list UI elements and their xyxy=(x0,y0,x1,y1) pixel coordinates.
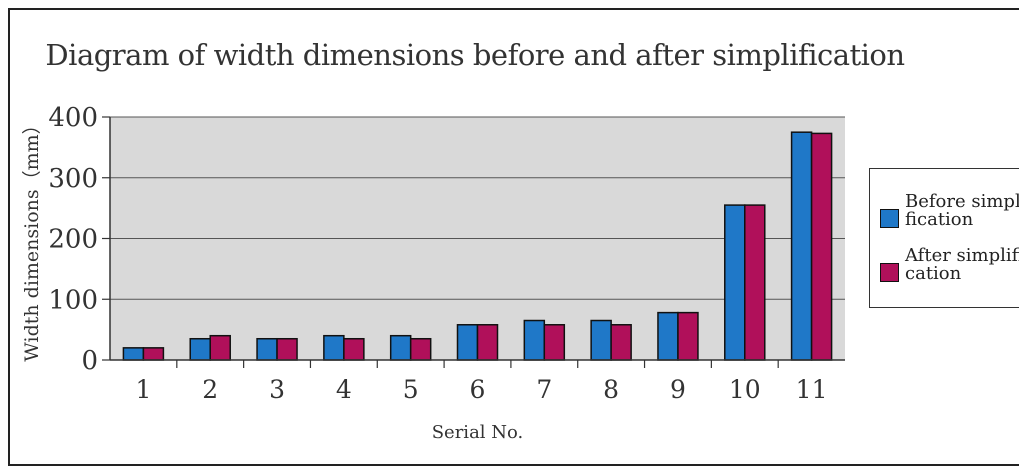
legend-label-before: Before simpli- fication xyxy=(905,193,1019,229)
bar-after xyxy=(276,337,298,361)
legend: Before simpli- fication After simplifi- … xyxy=(869,168,1019,308)
bar-after xyxy=(677,311,699,361)
x-tick-label: 3 xyxy=(269,375,285,404)
y-tick-labels: 0 100 200 300 400 xyxy=(48,103,98,376)
x-tick-label: 10 xyxy=(729,375,761,404)
legend-swatch-before xyxy=(880,209,899,228)
gridlines xyxy=(102,116,845,361)
bars xyxy=(122,131,833,361)
legend-swatch-after xyxy=(880,263,899,282)
y-tick-label: 300 xyxy=(48,164,98,194)
x-tick-label: 8 xyxy=(603,375,619,404)
x-tick-label: 7 xyxy=(536,375,552,404)
bar-after xyxy=(543,324,566,361)
y-tick-label: 200 xyxy=(48,225,98,255)
bar-after xyxy=(476,324,499,361)
bar-before xyxy=(724,204,746,361)
bar-before xyxy=(122,347,145,361)
x-tick-label: 5 xyxy=(403,375,419,404)
y-axis-label: Width dimensions（mm） xyxy=(21,115,43,361)
y-tick-label: 100 xyxy=(48,285,98,315)
legend-label-after-line1: After simplifi- xyxy=(905,245,1019,266)
x-tick-label: 11 xyxy=(796,375,828,404)
bar-after xyxy=(209,334,231,361)
x-axis-label: Serial No. xyxy=(432,422,524,443)
legend-item-before: Before simpli- fication xyxy=(880,193,1019,229)
legend-label-after-line2: cation xyxy=(905,263,962,284)
bar-after xyxy=(142,347,165,361)
chart-title: Diagram of width dimensions before and a… xyxy=(45,38,905,72)
y-tick-label: 0 xyxy=(81,346,98,376)
x-tick-labels: 1 2 3 4 5 6 7 8 9 10 11 xyxy=(135,375,827,404)
axes xyxy=(109,117,845,368)
bar-before xyxy=(389,334,412,361)
bar-before xyxy=(323,334,345,361)
bar-before xyxy=(189,337,211,361)
bar-before xyxy=(657,311,679,361)
x-tick-label: 4 xyxy=(336,375,352,404)
x-tick-label: 6 xyxy=(470,375,486,404)
legend-label-before-line1: Before simpli- xyxy=(905,191,1019,212)
bar-after xyxy=(343,337,365,361)
bar-before xyxy=(456,324,479,361)
bar-after xyxy=(744,204,766,361)
bar-after xyxy=(810,132,833,361)
y-tick-label: 400 xyxy=(48,103,98,133)
bar-before xyxy=(590,319,612,361)
bar-before xyxy=(523,319,546,361)
x-tick-label: 1 xyxy=(135,375,151,404)
x-tick-label: 2 xyxy=(202,375,218,404)
legend-item-after: After simplifi- cation xyxy=(880,247,1019,283)
bar-before xyxy=(790,131,813,361)
bar-before xyxy=(256,337,278,361)
bar-after xyxy=(610,324,632,361)
legend-label-after: After simplifi- cation xyxy=(905,247,1019,283)
legend-label-before-line2: fication xyxy=(905,209,974,230)
bar-after xyxy=(409,337,432,361)
x-tick-label: 9 xyxy=(670,375,686,404)
